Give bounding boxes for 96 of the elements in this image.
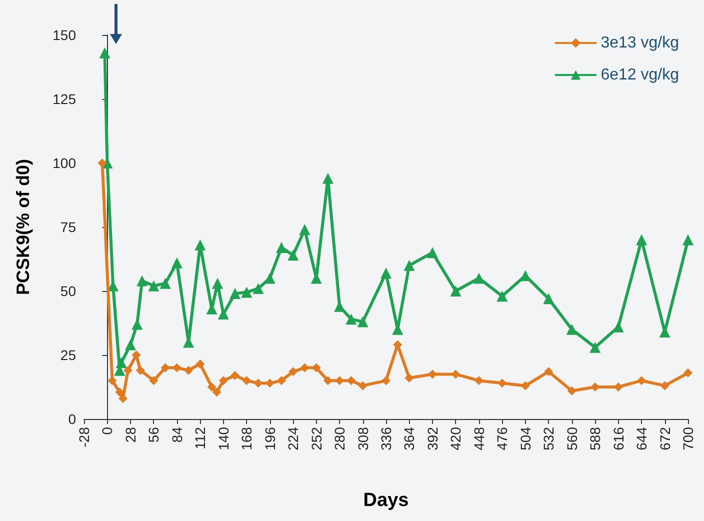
y-tick-label: 25 <box>60 347 76 363</box>
x-tick-label: 476 <box>494 426 510 450</box>
point <box>382 376 390 386</box>
point <box>212 388 222 397</box>
x-tick-label: 420 <box>448 426 464 450</box>
point <box>684 368 692 378</box>
x-tick-label: 0 <box>99 426 116 435</box>
point <box>358 381 368 390</box>
point <box>612 321 624 332</box>
y-tick-label: 125 <box>52 91 76 107</box>
point <box>544 367 554 376</box>
x-tick-label: 616 <box>610 426 626 450</box>
x-tick-label: 224 <box>285 426 302 450</box>
x-axis-title: Days <box>363 490 409 511</box>
point <box>207 382 216 392</box>
point <box>132 318 143 330</box>
point <box>357 316 368 328</box>
x-tick-label: 504 <box>517 426 534 450</box>
point <box>230 370 240 380</box>
y-tick-label: 0 <box>68 411 76 427</box>
x-tick-label: 336 <box>378 426 394 450</box>
x-tick-label: 588 <box>587 426 604 450</box>
point <box>212 278 224 289</box>
point <box>160 278 171 289</box>
x-tick-label: 196 <box>262 426 278 450</box>
point <box>132 350 141 360</box>
point <box>242 376 252 386</box>
x-tick-label: 168 <box>238 426 255 450</box>
y-tick-label: 150 <box>52 27 76 43</box>
point <box>149 376 158 386</box>
x-tick-label: 672 <box>656 426 673 450</box>
x-tick-label: 112 <box>192 426 208 450</box>
point <box>380 268 392 279</box>
x-tick-label: -28 <box>76 426 92 448</box>
point <box>404 374 414 383</box>
point <box>322 172 334 184</box>
x-tick-label: 700 <box>680 426 696 450</box>
point <box>241 286 252 298</box>
point <box>171 257 182 268</box>
x-tick-label: 28 <box>122 426 138 443</box>
legend-label: 6e12 vg/kg <box>600 66 679 84</box>
x-tick-label: 280 <box>332 426 348 450</box>
point <box>474 376 484 386</box>
point <box>196 359 205 368</box>
point <box>136 366 145 375</box>
point <box>230 288 240 300</box>
x-tick-label: 84 <box>168 426 185 443</box>
point <box>590 342 601 353</box>
point <box>123 366 132 375</box>
point <box>567 386 576 396</box>
point <box>404 260 415 271</box>
point <box>276 376 286 386</box>
point <box>496 290 508 302</box>
point <box>636 234 648 246</box>
point <box>450 286 462 296</box>
point <box>194 239 206 250</box>
point <box>543 293 554 304</box>
point <box>346 314 357 325</box>
point <box>252 282 264 294</box>
x-tick-label: 252 <box>308 426 324 450</box>
point <box>426 247 438 258</box>
point <box>682 234 694 246</box>
x-tick-label: 308 <box>354 426 371 450</box>
point <box>184 366 194 375</box>
x-tick-label: 448 <box>470 426 487 450</box>
point <box>276 242 287 253</box>
x-tick-label: 532 <box>540 426 557 450</box>
point <box>288 367 298 376</box>
point <box>566 324 578 335</box>
point <box>299 224 310 236</box>
point <box>136 275 148 286</box>
point <box>124 339 136 350</box>
point <box>264 272 276 284</box>
point <box>288 250 299 261</box>
point <box>660 381 670 390</box>
legend-label: 3e13 vg/kg <box>600 34 679 52</box>
y-tick-label: 100 <box>52 155 76 171</box>
x-tick-label: 644 <box>634 426 650 450</box>
y-tick-label: 50 <box>60 283 76 299</box>
point <box>148 280 160 292</box>
point <box>98 158 107 168</box>
point <box>323 376 332 386</box>
x-tick-label: 140 <box>215 426 232 450</box>
x-tick-label: 392 <box>424 426 440 450</box>
point <box>520 381 530 390</box>
point <box>473 272 484 284</box>
x-tick-label: 364 <box>401 426 418 450</box>
x-tick-label: 56 <box>146 426 162 443</box>
point <box>218 376 228 386</box>
point <box>99 47 110 58</box>
y-tick-label: 75 <box>60 219 76 235</box>
point <box>116 357 127 368</box>
point <box>428 370 437 379</box>
point <box>637 376 646 386</box>
y-axis-title: PCSK9(% of d0) <box>13 158 33 296</box>
x-tick-label: 560 <box>564 426 580 450</box>
